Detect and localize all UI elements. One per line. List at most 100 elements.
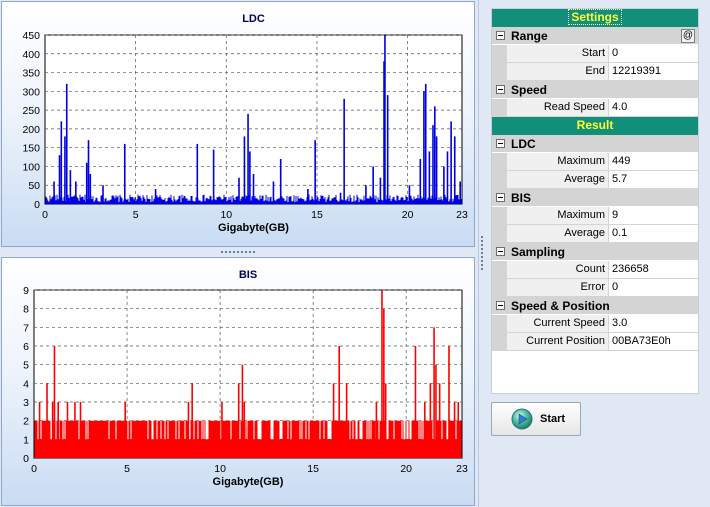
y-tick-label: 200 bbox=[22, 124, 40, 136]
y-tick-label: 450 bbox=[22, 30, 40, 42]
y-tick-label: 0 bbox=[34, 199, 40, 211]
collapse-icon[interactable] bbox=[496, 31, 505, 40]
category-ldc[interactable]: LDC bbox=[492, 135, 698, 153]
row-gutter bbox=[492, 99, 507, 117]
property-name: Maximum bbox=[507, 207, 609, 225]
property-current-position: Current Position 00BA73E0h bbox=[492, 333, 698, 351]
property-name: Average bbox=[507, 225, 609, 243]
x-tick-label: 5 bbox=[133, 209, 139, 221]
x-tick-label: 10 bbox=[220, 209, 232, 221]
property-name: Start bbox=[507, 45, 609, 63]
chart-title: BIS bbox=[239, 269, 257, 281]
row-gutter bbox=[492, 63, 507, 81]
property-name: Read Speed bbox=[507, 99, 609, 117]
category-label: BIS bbox=[511, 191, 532, 205]
x-tick-label: 20 bbox=[402, 209, 414, 221]
bis-chart: BIS 0 1 2 3 4 5 6 7 8 9 0 5 10 15 20 23 Gigabyte(GB) bbox=[1, 257, 475, 506]
collapse-icon[interactable] bbox=[496, 301, 505, 310]
row-gutter bbox=[492, 225, 507, 243]
category-bis[interactable]: BIS bbox=[492, 189, 698, 207]
x-axis-label: Gigabyte(GB) bbox=[218, 222, 289, 234]
settings-header: Settings bbox=[492, 9, 698, 27]
category-label: LDC bbox=[511, 137, 536, 151]
y-tick-label: 300 bbox=[22, 86, 40, 98]
vertical-splitter[interactable] bbox=[478, 0, 484, 507]
y-tick-label: 0 bbox=[23, 453, 29, 465]
category-label: Sampling bbox=[511, 245, 566, 259]
category-label: Speed & Position bbox=[511, 299, 610, 313]
horizontal-splitter[interactable] bbox=[1, 248, 475, 256]
error-value: 0 bbox=[609, 279, 698, 297]
row-gutter bbox=[492, 279, 507, 297]
property-bis-average: Average 0.1 bbox=[492, 225, 698, 243]
y-tick-label: 250 bbox=[22, 105, 40, 117]
chart-title: LDC bbox=[242, 13, 265, 25]
charts-pane: LDC 0 50 100 150 200 250 300 350 400 450 0 5 10 15 20 23… bbox=[1, 1, 475, 506]
category-label: Range bbox=[511, 29, 548, 43]
start-button-label: Start bbox=[540, 413, 566, 425]
properties-pane: Settings Range @ Start 0 End 12219391 Sp… bbox=[484, 0, 710, 507]
property-end[interactable]: End 12219391 bbox=[492, 63, 698, 81]
row-gutter bbox=[492, 315, 507, 333]
x-tick-label: 15 bbox=[311, 209, 323, 221]
bis-average-value: 0.1 bbox=[609, 225, 698, 243]
category-range[interactable]: Range @ bbox=[492, 27, 698, 45]
x-tick-label: 20 bbox=[400, 463, 412, 475]
baseline-bars bbox=[45, 194, 462, 204]
collapse-icon[interactable] bbox=[496, 247, 505, 256]
result-title: Result bbox=[576, 118, 614, 132]
splitter-grip-icon bbox=[221, 251, 255, 253]
x-tick-label: 5 bbox=[124, 463, 130, 475]
collapse-icon[interactable] bbox=[496, 85, 505, 94]
x-tick-label: 23 bbox=[456, 209, 468, 221]
y-tick-label: 150 bbox=[22, 143, 40, 155]
property-ldc-maximum: Maximum 449 bbox=[492, 153, 698, 171]
property-bis-maximum: Maximum 9 bbox=[492, 207, 698, 225]
result-header: Result bbox=[492, 117, 698, 135]
row-gutter bbox=[492, 153, 507, 171]
current-speed-value: 3.0 bbox=[609, 315, 698, 333]
category-label: Speed bbox=[511, 83, 548, 97]
ldc-chart-canvas: LDC 0 50 100 150 200 250 300 350 400 450 0 5 10 15 20 23… bbox=[22, 13, 468, 234]
start-button[interactable]: Start bbox=[491, 402, 581, 436]
property-name: Average bbox=[507, 171, 609, 189]
y-tick-label: 100 bbox=[22, 161, 40, 173]
property-start[interactable]: Start 0 bbox=[492, 45, 698, 63]
property-name: Count bbox=[507, 261, 609, 279]
row-gutter bbox=[492, 171, 507, 189]
x-tick-label: 23 bbox=[456, 463, 468, 475]
read-speed-field[interactable]: 4.0 bbox=[609, 99, 698, 117]
category-speed-position[interactable]: Speed & Position bbox=[492, 297, 698, 315]
y-tick-label: 8 bbox=[23, 304, 29, 316]
end-value-field[interactable]: 12219391 bbox=[609, 63, 698, 81]
property-read-speed[interactable]: Read Speed 4.0 bbox=[492, 99, 698, 117]
ldc-average-value: 5.7 bbox=[609, 171, 698, 189]
baseline-bars bbox=[34, 420, 462, 458]
property-error: Error 0 bbox=[492, 279, 698, 297]
category-speed[interactable]: Speed bbox=[492, 81, 698, 99]
collapse-icon[interactable] bbox=[496, 193, 505, 202]
property-count: Count 236658 bbox=[492, 261, 698, 279]
collapse-icon[interactable] bbox=[496, 139, 505, 148]
current-position-value: 00BA73E0h bbox=[609, 333, 698, 351]
category-sampling[interactable]: Sampling bbox=[492, 243, 698, 261]
y-tick-label: 3 bbox=[23, 397, 29, 409]
bis-maximum-value: 9 bbox=[609, 207, 698, 225]
y-tick-label: 50 bbox=[28, 180, 40, 192]
y-tick-label: 9 bbox=[23, 285, 29, 297]
property-grid: Settings Range @ Start 0 End 12219391 Sp… bbox=[491, 8, 699, 394]
row-gutter bbox=[492, 333, 507, 351]
y-tick-label: 5 bbox=[23, 360, 29, 372]
y-tick-label: 400 bbox=[22, 49, 40, 61]
count-value: 236658 bbox=[609, 261, 698, 279]
y-tick-label: 350 bbox=[22, 68, 40, 80]
play-icon bbox=[511, 408, 533, 430]
y-tick-label: 7 bbox=[23, 322, 29, 334]
property-name: End bbox=[507, 63, 609, 81]
property-name: Maximum bbox=[507, 153, 609, 171]
range-at-button[interactable]: @ bbox=[681, 29, 695, 43]
x-axis-label: Gigabyte(GB) bbox=[213, 476, 284, 488]
start-value-field[interactable]: 0 bbox=[609, 45, 698, 63]
x-tick-label: 0 bbox=[42, 209, 48, 221]
row-gutter bbox=[492, 261, 507, 279]
